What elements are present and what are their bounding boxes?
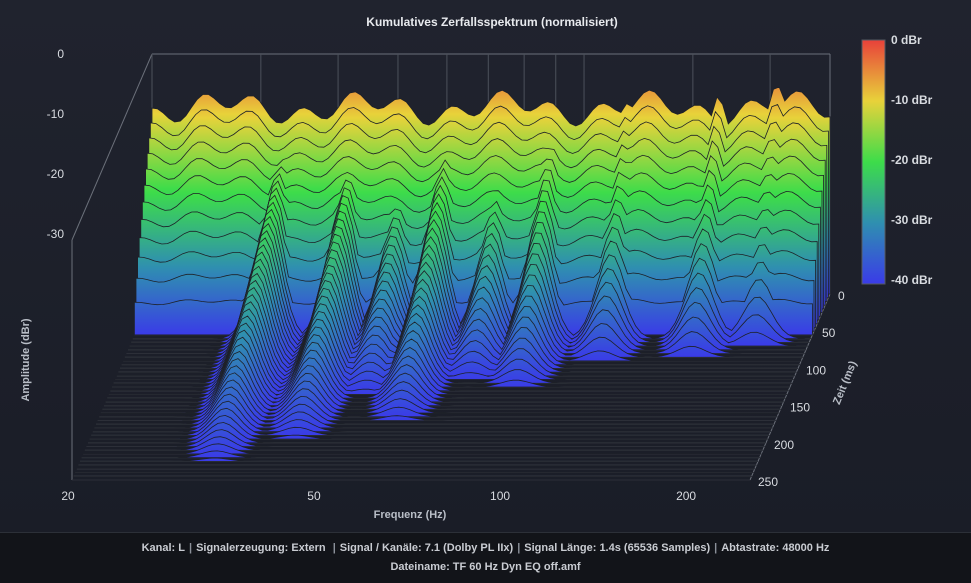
colorbar-label: -20 dBr [891,153,933,167]
info-footer: Kanal: L|Signalerzeugung: Extern |Signal… [0,532,971,583]
colorbar-label: 0 dBr [891,33,922,47]
y-tick-label: -10 [47,107,65,121]
x-tick-label: 20 [61,489,75,503]
footer-signal-kanaele: Signal / Kanäle: 7.1 (Dolby PL IIx) [340,542,513,554]
waterfall-slice [83,444,761,454]
footer-signal-laenge: Signal Länge: 1.4s (65536 Samples) [524,542,710,554]
footer-filename: Dateiname: TF 60 Hz Dyn EQ off.amf [0,561,971,573]
y-tick-label: -30 [47,227,65,241]
colorbar-labels: 0 dBr -10 dBr -20 dBr -30 dBr -40 dBr [891,33,933,287]
footer-kanal: Kanal: L [142,542,185,554]
y-tick-label: -20 [47,167,65,181]
z-tick-label: 150 [790,401,810,415]
colorbar-label: -10 dBr [891,93,933,107]
waterfall-slices [72,87,830,480]
z-tick-label: 250 [758,475,778,489]
waterfall-slice [80,458,758,461]
waterfall-chart: Kumulatives Zerfallsspektrum (normalisie… [0,0,971,532]
y-tick-label: 0 [57,47,64,61]
x-tick-label: 100 [490,489,510,503]
z-tick-label: 0 [838,289,845,303]
z-tick-label: 100 [806,363,826,377]
colorbar-label: -40 dBr [891,273,933,287]
x-tick-label: 50 [307,489,321,503]
z-tick-label: 50 [822,326,836,340]
colorbar-label: -30 dBr [891,213,933,227]
waterfall-slice [88,423,766,443]
chart-area: Kumulatives Zerfallsspektrum (normalisie… [0,0,971,532]
x-tick-label: 200 [676,489,696,503]
chart-title: Kumulatives Zerfallsspektrum (normalisie… [366,15,617,29]
x-axis-label: Frequenz (Hz) [374,509,447,521]
y-axis-label: Amplitude (dBr) [20,318,32,401]
footer-abtastrate: Abtastrate: 48000 Hz [721,542,829,554]
z-axis-label: Zeit (ms) [831,359,859,406]
colorbar [862,40,885,284]
z-tick-label: 200 [774,438,794,452]
footer-signalerzeugung: Signalerzeugung: Extern [196,542,326,554]
footer-info-line: Kanal: L|Signalerzeugung: Extern |Signal… [0,542,971,554]
